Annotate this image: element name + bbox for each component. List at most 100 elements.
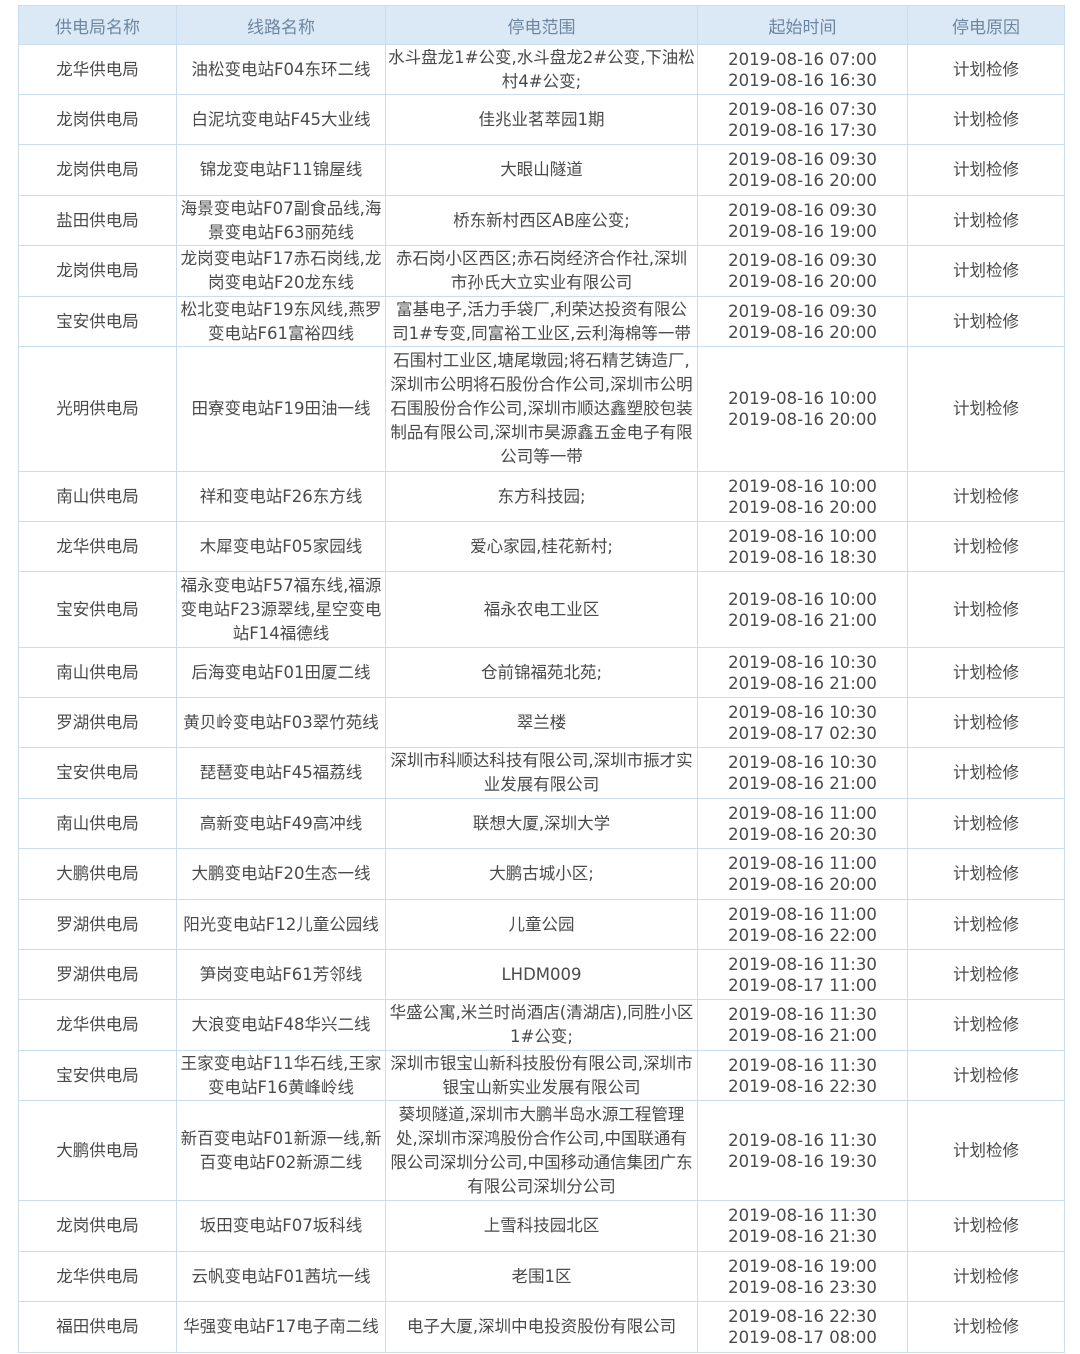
range-cell: LHDM009 [385, 949, 698, 1000]
line-cell: 田寮变电站F19田油一线 [176, 346, 386, 472]
range-cell: 佳兆业茗萃园1期 [385, 94, 698, 145]
start-time: 2019-08-16 09:30 [728, 200, 877, 220]
range-cell: 爱心家园,桂花新村; [385, 521, 698, 572]
reason-cell: 计划检修 [907, 697, 1065, 748]
range-cell: 联想大厦,深圳大学 [385, 798, 698, 849]
line-cell: 新百变电站F01新源一线,新百变电站F02新源二线 [176, 1100, 386, 1201]
range-cell: 大鹏古城小区; [385, 848, 698, 900]
start-time: 2019-08-16 10:00 [728, 389, 877, 408]
line-cell: 黄贝岭变电站F03翠竹苑线 [176, 697, 386, 748]
line-cell: 木犀变电站F05家园线 [176, 521, 386, 572]
table-row: 龙华供电局 大浪变电站F48华兴二线 华盛公寓,米兰时尚酒店(清湖店),同胜小区1#… [18, 999, 1065, 1051]
range-cell: 华盛公寓,米兰时尚酒店(清湖店),同胜小区1#公变; [385, 999, 698, 1051]
bureau-cell: 龙华供电局 [18, 521, 177, 572]
line-cell: 大浪变电站F48华兴二线 [176, 999, 386, 1051]
end-time: 2019-08-16 21:30 [728, 1227, 877, 1246]
time-cell: 2019-08-16 10:00 2019-08-16 20:00 [697, 346, 908, 472]
bureau-cell: 龙岗供电局 [18, 144, 177, 196]
line-cell: 油松变电站F04东环二线 [176, 44, 386, 95]
reason-cell: 计划检修 [907, 521, 1065, 572]
table-row: 宝安供电局 琵琶变电站F45福荔线 深圳市科顺达科技有限公司,深圳市振才实业发展有限… [18, 747, 1065, 799]
reason-cell: 计划检修 [907, 1200, 1065, 1252]
start-time: 2019-08-16 11:00 [728, 854, 877, 873]
time-cell: 2019-08-16 11:30 2019-08-16 22:30 [697, 1050, 908, 1101]
range-cell: 仓前锦福苑北苑; [385, 647, 698, 698]
start-time: 2019-08-16 09:30 [728, 301, 877, 321]
time-cell: 2019-08-16 10:30 2019-08-17 02:30 [697, 697, 908, 748]
line-cell: 锦龙变电站F11锦屋线 [176, 144, 386, 196]
reason-cell: 计划检修 [907, 798, 1065, 849]
range-cell: 葵坝隧道,深圳市大鹏半岛水源工程管理处,深圳市深鸿股份合作公司,中国联通有限公司… [385, 1100, 698, 1201]
header-cell: 供电局名称 [18, 5, 177, 45]
reason-cell: 计划检修 [907, 899, 1065, 950]
start-time: 2019-08-16 11:30 [728, 1130, 877, 1150]
range-cell: 电子大厦,深圳中电投资股份有限公司 [385, 1301, 698, 1353]
table-row: 罗湖供电局 黄贝岭变电站F03翠竹苑线 翠兰楼 2019-08-16 10:30 201… [18, 697, 1065, 748]
header-cell: 停电原因 [907, 5, 1065, 45]
time-cell: 2019-08-16 10:00 2019-08-16 18:30 [697, 521, 908, 572]
end-time: 2019-08-16 21:00 [728, 673, 877, 693]
end-time: 2019-08-16 22:30 [728, 1076, 877, 1096]
table-row: 南山供电局 祥和变电站F26东方线 东方科技园; 2019-08-16 10:00 20… [18, 471, 1065, 522]
reason-cell: 计划检修 [907, 245, 1065, 297]
bureau-cell: 宝安供电局 [18, 571, 177, 648]
range-cell: 儿童公园 [385, 899, 698, 950]
reason-cell: 计划检修 [907, 1100, 1065, 1201]
time-cell: 2019-08-16 11:30 2019-08-16 19:30 [697, 1100, 908, 1201]
end-time: 2019-08-16 20:00 [728, 497, 877, 517]
time-cell: 2019-08-16 07:30 2019-08-16 17:30 [697, 94, 908, 145]
line-cell: 大鹏变电站F20生态一线 [176, 848, 386, 900]
range-cell: 东方科技园; [385, 471, 698, 522]
end-time: 2019-08-16 19:00 [728, 221, 877, 241]
time-cell: 2019-08-16 09:30 2019-08-16 20:00 [697, 144, 908, 196]
bureau-cell: 罗湖供电局 [18, 899, 177, 950]
bureau-cell: 龙华供电局 [18, 1251, 177, 1302]
reason-cell: 计划检修 [907, 949, 1065, 1000]
bureau-cell: 宝安供电局 [18, 296, 177, 347]
line-cell: 阳光变电站F12儿童公园线 [176, 899, 386, 950]
start-time: 2019-08-16 10:00 [728, 476, 877, 496]
end-time: 2019-08-16 21:00 [728, 774, 877, 793]
line-cell: 福永变电站F57福东线,福源变电站F23源翠线,星空变电站F14福德线 [176, 571, 386, 648]
start-time: 2019-08-16 10:00 [728, 526, 877, 546]
reason-cell: 计划检修 [907, 747, 1065, 799]
table-row: 龙华供电局 油松变电站F04东环二线 水斗盘龙1#公变,水斗盘龙2#公变,下油松村4… [18, 44, 1065, 95]
line-cell: 松北变电站F19东风线,燕罗变电站F61富裕四线 [176, 296, 386, 347]
header-cell: 起始时间 [697, 5, 908, 45]
reason-cell: 计划检修 [907, 94, 1065, 145]
reason-cell: 计划检修 [907, 571, 1065, 648]
table-row: 宝安供电局 松北变电站F19东风线,燕罗变电站F61富裕四线 富基电子,活力手袋厂,… [18, 296, 1065, 347]
start-time: 2019-08-16 10:30 [728, 652, 877, 672]
end-time: 2019-08-17 11:00 [728, 975, 877, 995]
table-row: 龙华供电局 木犀变电站F05家园线 爱心家园,桂花新村; 2019-08-16 10:… [18, 521, 1065, 572]
reason-cell: 计划检修 [907, 647, 1065, 698]
time-cell: 2019-08-16 11:30 2019-08-16 21:30 [697, 1200, 908, 1252]
table-row: 宝安供电局 王家变电站F11华石线,王家变电站F16黄峰岭线 深圳市银宝山新科技股份… [18, 1050, 1065, 1101]
time-cell: 2019-08-16 10:00 2019-08-16 21:00 [697, 571, 908, 648]
start-time: 2019-08-16 09:30 [728, 150, 877, 169]
table-row: 龙岗供电局 龙岗变电站F17赤石岗线,龙岗变电站F20龙东线 赤石岗小区西区;赤石岗… [18, 245, 1065, 297]
end-time: 2019-08-16 20:00 [728, 171, 877, 190]
bureau-cell: 宝安供电局 [18, 747, 177, 799]
time-cell: 2019-08-16 10:00 2019-08-16 20:00 [697, 471, 908, 522]
reason-cell: 计划检修 [907, 1050, 1065, 1101]
bureau-cell: 宝安供电局 [18, 1050, 177, 1101]
time-cell: 2019-08-16 22:30 2019-08-17 08:00 [697, 1301, 908, 1353]
line-cell: 祥和变电站F26东方线 [176, 471, 386, 522]
start-time: 2019-08-16 11:30 [728, 1206, 877, 1225]
bureau-cell: 光明供电局 [18, 346, 177, 472]
reason-cell: 计划检修 [907, 144, 1065, 196]
start-time: 2019-08-16 07:30 [728, 99, 877, 119]
range-cell: 深圳市科顺达科技有限公司,深圳市振才实业发展有限公司 [385, 747, 698, 799]
line-cell: 琵琶变电站F45福荔线 [176, 747, 386, 799]
time-cell: 2019-08-16 10:30 2019-08-16 21:00 [697, 747, 908, 799]
reason-cell: 计划检修 [907, 999, 1065, 1051]
table-row: 龙岗供电局 坂田变电站F07坂科线 上雪科技园北区 2019-08-16 11:30 2… [18, 1200, 1065, 1252]
bureau-cell: 大鹏供电局 [18, 1100, 177, 1201]
end-time: 2019-08-16 20:00 [728, 272, 877, 291]
bureau-cell: 龙岗供电局 [18, 94, 177, 145]
table-row: 罗湖供电局 笋岗变电站F61芳邻线 LHDM009 2019-08-16 11:30 2… [18, 949, 1065, 1000]
table-row: 南山供电局 高新变电站F49高冲线 联想大厦,深圳大学 2019-08-16 11:0… [18, 798, 1065, 849]
end-time: 2019-08-16 22:00 [728, 925, 877, 945]
